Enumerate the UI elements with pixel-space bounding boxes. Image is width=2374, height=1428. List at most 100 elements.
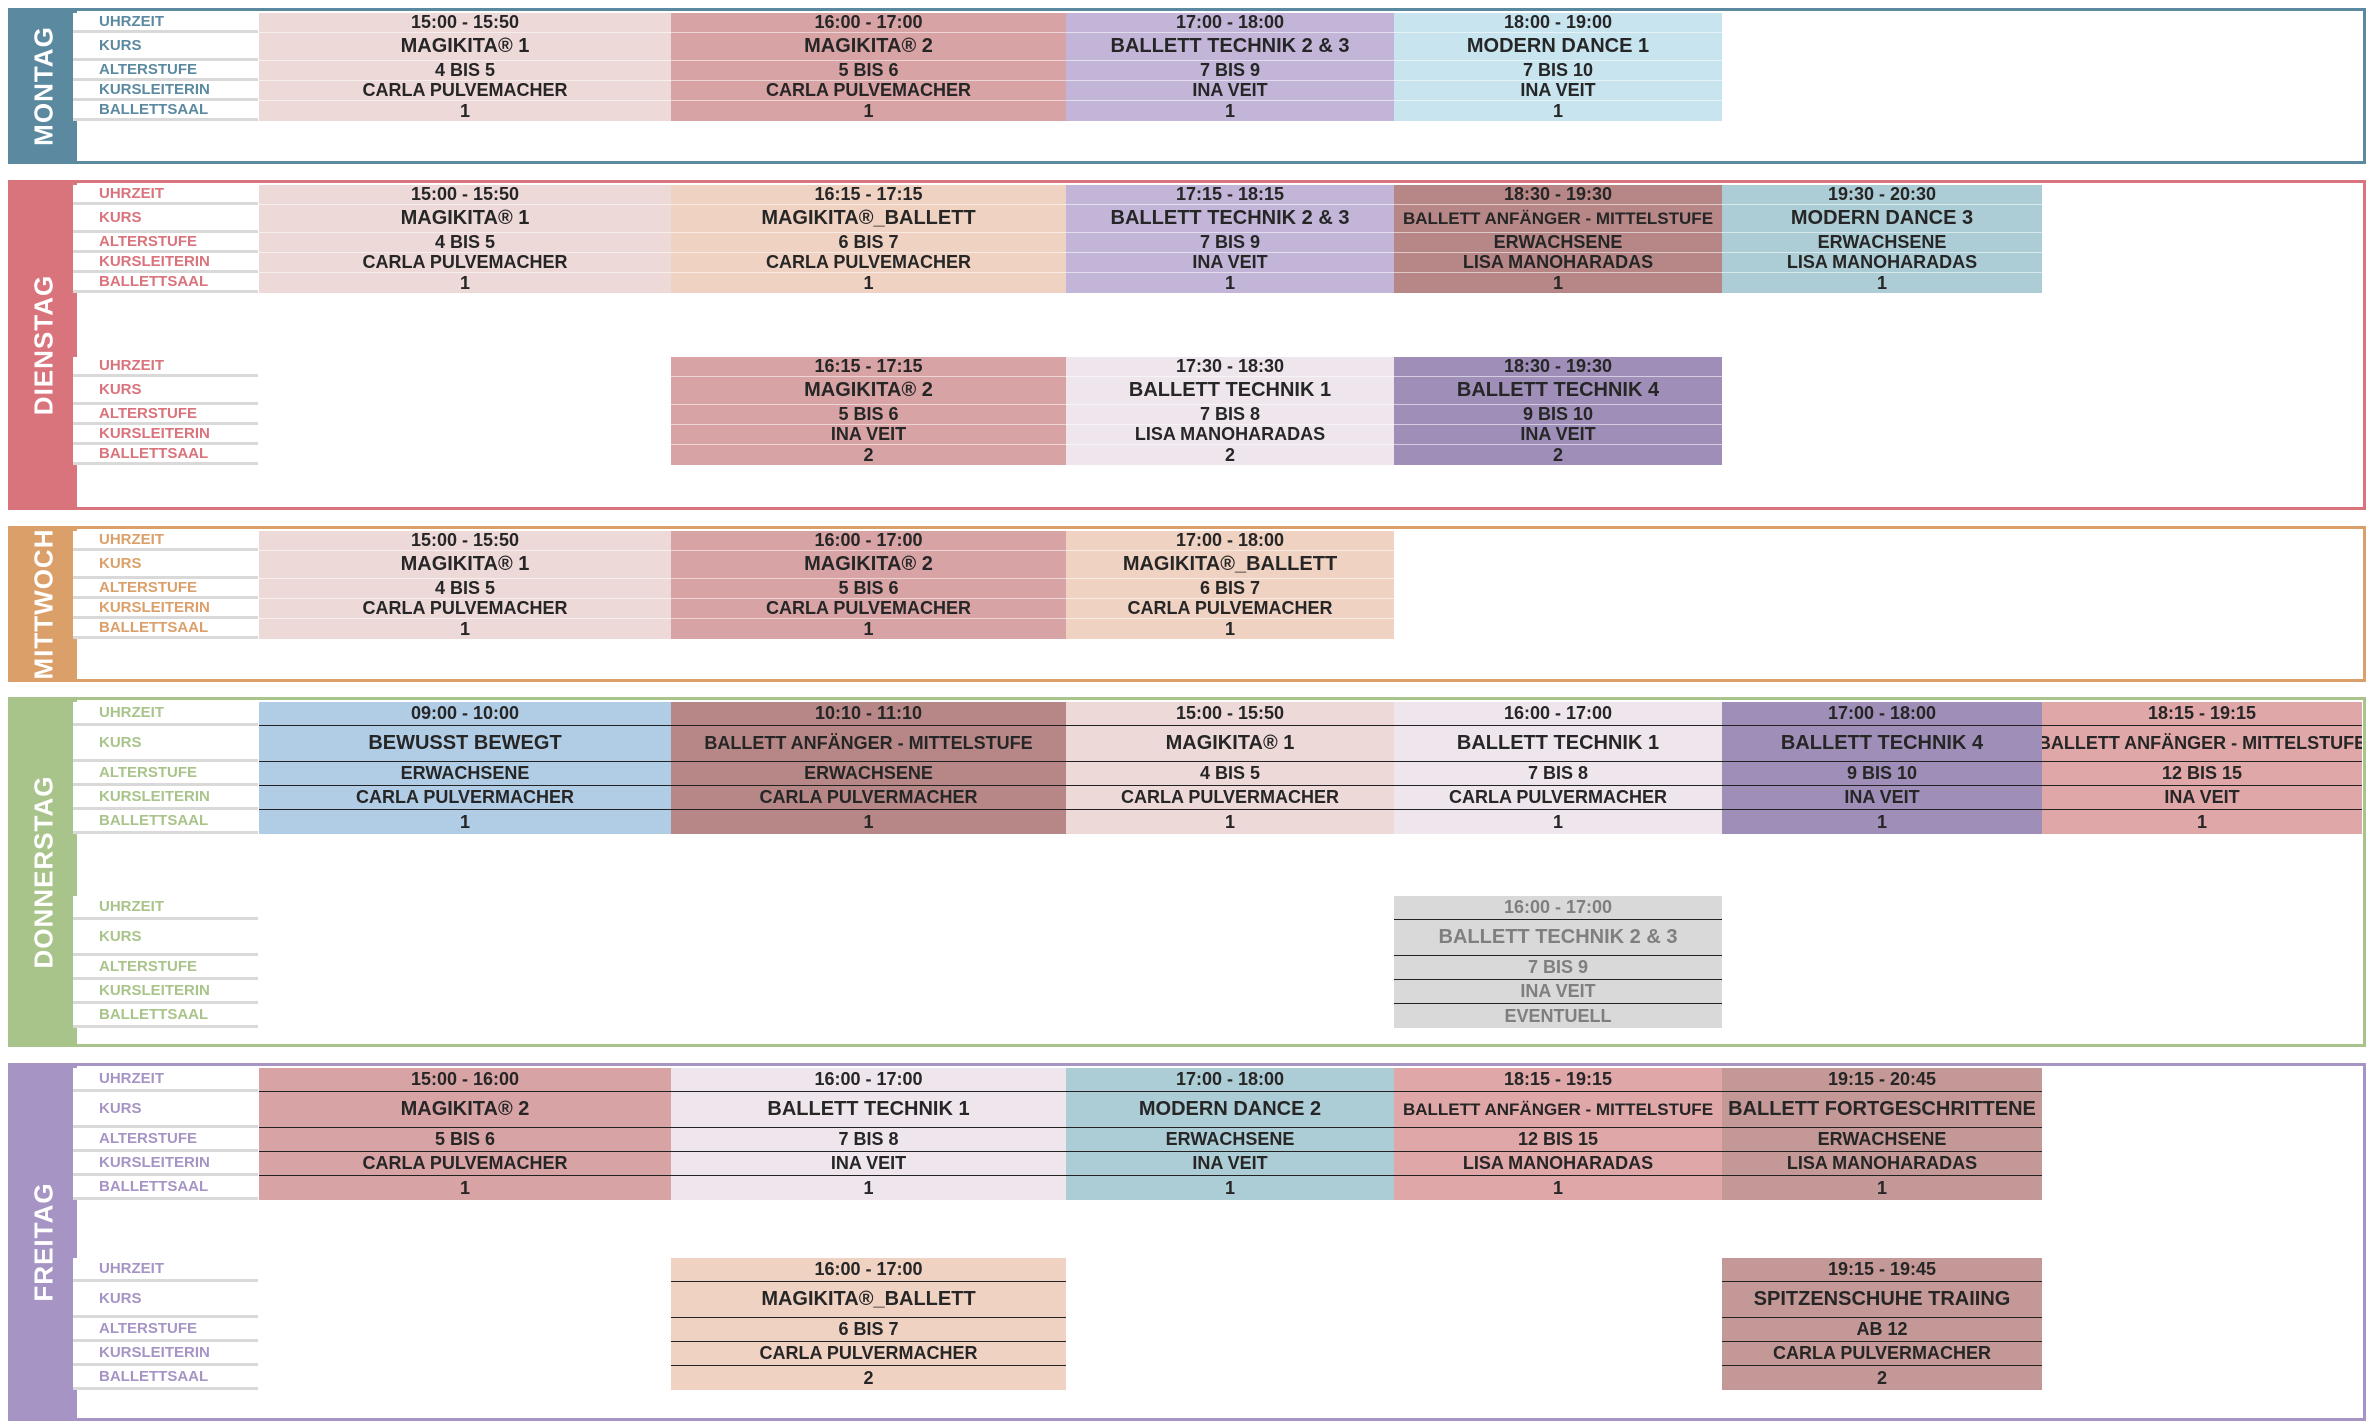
course-ballettsaal-cell: 1 — [1066, 810, 1394, 834]
course-kursleiterin-cell: INA VEIT — [671, 425, 1066, 445]
row-label-uhrzeit: UHRZEIT — [73, 1258, 258, 1282]
course-ballettsaal-cell: 1 — [1066, 273, 1394, 293]
course-alterstufe-cell: 5 BIS 6 — [671, 61, 1066, 81]
course-alterstufe-cell: 5 BIS 6 — [671, 579, 1066, 599]
course-ballettsaal-cell: 2 — [1066, 445, 1394, 465]
course-alterstufe-cell: 4 BIS 5 — [259, 579, 671, 599]
course-kursleiterin-cell: CARLA PULVERMACHER — [1722, 1342, 2042, 1366]
course-kurs-cell: BALLETT TECHNIK 1 — [671, 1092, 1066, 1128]
course-uhrzeit-cell: 17:00 - 18:00 — [1066, 1068, 1394, 1092]
row-label-kurs: KURS — [73, 1282, 258, 1318]
course-kursleiterin-cell: CARLA PULVEMACHER — [259, 81, 671, 101]
course-alterstufe-cell: 7 BIS 9 — [1066, 233, 1394, 253]
course-kurs-cell: MAGIKITA® 1 — [1066, 726, 1394, 762]
course-alterstufe-cell: 6 BIS 7 — [671, 233, 1066, 253]
course-kursleiterin-cell: INA VEIT — [1722, 786, 2042, 810]
course-alterstufe-cell: 4 BIS 5 — [259, 233, 671, 253]
course-kursleiterin-cell: CARLA PULVERMACHER — [671, 786, 1066, 810]
course-kurs-cell: MAGIKITA®_BALLETT — [1066, 551, 1394, 579]
course-uhrzeit-cell: 15:00 - 15:50 — [259, 531, 671, 551]
course-kursleiterin-cell: INA VEIT — [1066, 1152, 1394, 1176]
row-label-kurs: KURS — [73, 551, 258, 579]
course-uhrzeit-cell: 16:00 - 17:00 — [671, 1258, 1066, 1282]
course-alterstufe-cell: 5 BIS 6 — [671, 405, 1066, 425]
course-alterstufe-cell: ERWACHSENE — [1722, 1128, 2042, 1152]
course-ballettsaal-cell: 1 — [1066, 1176, 1394, 1200]
course-kurs-cell: MAGIKITA® 2 — [259, 1092, 671, 1128]
row-label-kursleiterin: KURSLEITERIN — [73, 1152, 258, 1176]
course-kursleiterin-cell: LISA MANOHARADAS — [1394, 1152, 1722, 1176]
course-kursleiterin-cell: CARLA PULVEMACHER — [671, 253, 1066, 273]
course-alterstufe-cell: ERWACHSENE — [1722, 233, 2042, 253]
row-label-kurs: KURS — [73, 1092, 258, 1128]
row-label-uhrzeit: UHRZEIT — [73, 357, 258, 377]
day-section-freitag: FREITAG UHRZEIT KURS ALTERSTUFE KURSLEITERIN… — [8, 1063, 2366, 1421]
row-label-ballettsaal: BALLETTSAAL — [73, 810, 258, 834]
day-band: MITTWOCH — [11, 529, 77, 679]
course-kursleiterin-cell: INA VEIT — [1394, 425, 1722, 445]
course-kurs-cell: BEWUSST BEWEGT — [259, 726, 671, 762]
course-ballettsaal-cell: 1 — [1722, 273, 2042, 293]
course-uhrzeit-cell: 17:00 - 18:00 — [1066, 531, 1394, 551]
course-uhrzeit-cell: 18:15 - 19:15 — [1394, 1068, 1722, 1092]
course-kursleiterin-cell: INA VEIT — [2042, 786, 2362, 810]
course-kursleiterin-cell: CARLA PULVEMACHER — [259, 253, 671, 273]
course-kurs-cell: BALLETT ANFÄNGER - MITTELSTUFE — [2042, 726, 2362, 762]
course-kurs-cell: MODERN DANCE 3 — [1722, 205, 2042, 233]
course-uhrzeit-cell: 16:00 - 17:00 — [1394, 702, 1722, 726]
course-uhrzeit-cell: 15:00 - 15:50 — [1066, 702, 1394, 726]
day-section-montag: MONTAG UHRZEIT KURS ALTERSTUFE KURSLEITERIN B… — [8, 8, 2366, 164]
day-section-dienstag: DIENSTAG UHRZEIT KURS ALTERSTUFE KURSLEITERI… — [8, 180, 2366, 510]
course-alterstufe-cell: 7 BIS 9 — [1066, 61, 1394, 81]
course-kursleiterin-cell: CARLA PULVEMACHER — [671, 599, 1066, 619]
course-alterstufe-cell: 12 BIS 15 — [1394, 1128, 1722, 1152]
course-alterstufe-cell: 7 BIS 10 — [1394, 61, 1722, 81]
course-kursleiterin-cell: CARLA PULVERMACHER — [259, 786, 671, 810]
course-ballettsaal-cell: EVENTUELL — [1394, 1004, 1722, 1028]
course-uhrzeit-cell: 16:00 - 17:00 — [671, 13, 1066, 33]
course-ballettsaal-cell: 1 — [2042, 810, 2362, 834]
course-ballettsaal-cell: 1 — [259, 1176, 671, 1200]
course-uhrzeit-cell: 18:15 - 19:15 — [2042, 702, 2362, 726]
day-label: MONTAG — [28, 26, 59, 146]
course-kursleiterin-cell: CARLA PULVERMACHER — [1066, 786, 1394, 810]
day-band: DONNERSTAG — [11, 700, 77, 1044]
course-uhrzeit-cell: 17:15 - 18:15 — [1066, 185, 1394, 205]
course-ballettsaal-cell: 1 — [1722, 1176, 2042, 1200]
course-ballettsaal-cell: 1 — [671, 810, 1066, 834]
course-ballettsaal-cell: 1 — [1066, 619, 1394, 639]
course-kurs-cell: BALLETT TECHNIK 2 & 3 — [1066, 205, 1394, 233]
course-kurs-cell: BALLETT TECHNIK 1 — [1394, 726, 1722, 762]
course-uhrzeit-cell: 18:00 - 19:00 — [1394, 13, 1722, 33]
course-kursleiterin-cell: CARLA PULVEMACHER — [259, 599, 671, 619]
course-alterstufe-cell: 4 BIS 5 — [259, 61, 671, 81]
course-ballettsaal-cell: 1 — [259, 101, 671, 121]
course-uhrzeit-cell: 19:30 - 20:30 — [1722, 185, 2042, 205]
course-kursleiterin-cell: LISA MANOHARADAS — [1722, 253, 2042, 273]
course-kurs-cell: MODERN DANCE 2 — [1066, 1092, 1394, 1128]
day-band: MONTAG — [11, 11, 77, 161]
course-ballettsaal-cell: 2 — [1394, 445, 1722, 465]
course-ballettsaal-cell: 1 — [671, 1176, 1066, 1200]
row-label-kursleiterin: KURSLEITERIN — [73, 980, 258, 1004]
course-ballettsaal-cell: 2 — [671, 1366, 1066, 1390]
course-kurs-cell: BALLETT TECHNIK 1 — [1066, 377, 1394, 405]
row-label-alterstufe: ALTERSTUFE — [73, 61, 258, 81]
course-alterstufe-cell: 6 BIS 7 — [671, 1318, 1066, 1342]
row-label-alterstufe: ALTERSTUFE — [73, 405, 258, 425]
course-ballettsaal-cell: 1 — [671, 619, 1066, 639]
course-kurs-cell: MAGIKITA® 1 — [259, 205, 671, 233]
row-label-uhrzeit: UHRZEIT — [73, 702, 258, 726]
course-alterstufe-cell: 9 BIS 10 — [1394, 405, 1722, 425]
row-label-uhrzeit: UHRZEIT — [73, 896, 258, 920]
course-kursleiterin-cell: INA VEIT — [1394, 980, 1722, 1004]
course-alterstufe-cell: 12 BIS 15 — [2042, 762, 2362, 786]
course-kursleiterin-cell: CARLA PULVEMACHER — [259, 1152, 671, 1176]
row-label-kurs: KURS — [73, 920, 258, 956]
course-uhrzeit-cell: 16:15 - 17:15 — [671, 357, 1066, 377]
course-kursleiterin-cell: LISA MANOHARADAS — [1394, 253, 1722, 273]
day-band: DIENSTAG — [11, 183, 77, 507]
row-label-alterstufe: ALTERSTUFE — [73, 762, 258, 786]
course-ballettsaal-cell: 1 — [1066, 101, 1394, 121]
row-label-alterstufe: ALTERSTUFE — [73, 579, 258, 599]
